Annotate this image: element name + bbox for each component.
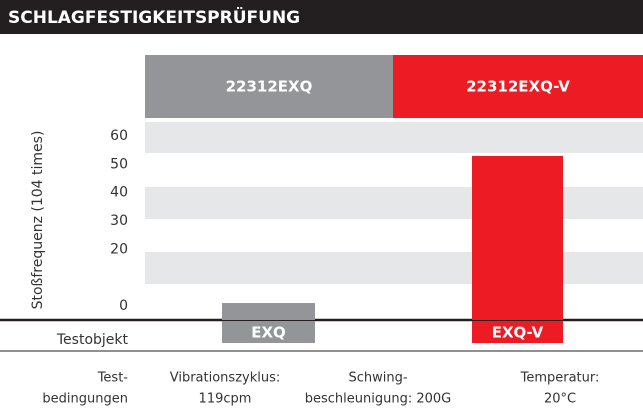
band [145,122,643,153]
band [145,252,643,284]
y-tick-label: 40 [110,185,128,201]
band [145,187,643,219]
condition: Schwing- [348,371,407,386]
condition: 119cpm [199,392,252,407]
title-bar [0,0,643,34]
y-tick-label: 60 [110,128,128,144]
x-tick-label: EXQ [251,324,286,342]
chart-title: SCHLAGFESTIGKEITSPRÜFUNG [8,6,300,28]
condition: Temperatur: [520,371,600,386]
y-axis-label: Stoßfrequenz (104 times) [30,131,46,310]
y-tick-label: 0 [119,298,128,314]
condition: 20°C [544,392,576,407]
bar [472,155,563,320]
column-header-box [393,55,643,118]
column-header: 22312EXQ-V [466,78,570,96]
condition: beschleunigung: 200G [305,392,452,407]
y-tick-label: 20 [110,241,128,257]
x-axis-label: Testobjekt [56,332,129,348]
column-header: 22312EXQ [226,78,313,96]
conditions-label: bedingungen [42,392,128,407]
y-tick-label: 50 [110,156,128,172]
y-tick-label: 30 [110,213,128,229]
bar [222,303,315,320]
column-header-box [145,55,393,118]
condition: Vibrationszyklus: [170,371,281,386]
x-tick-label: EXQ-V [492,324,544,342]
category-box [222,321,315,343]
category-box [472,321,563,343]
conditions-label: Test- [97,371,129,386]
